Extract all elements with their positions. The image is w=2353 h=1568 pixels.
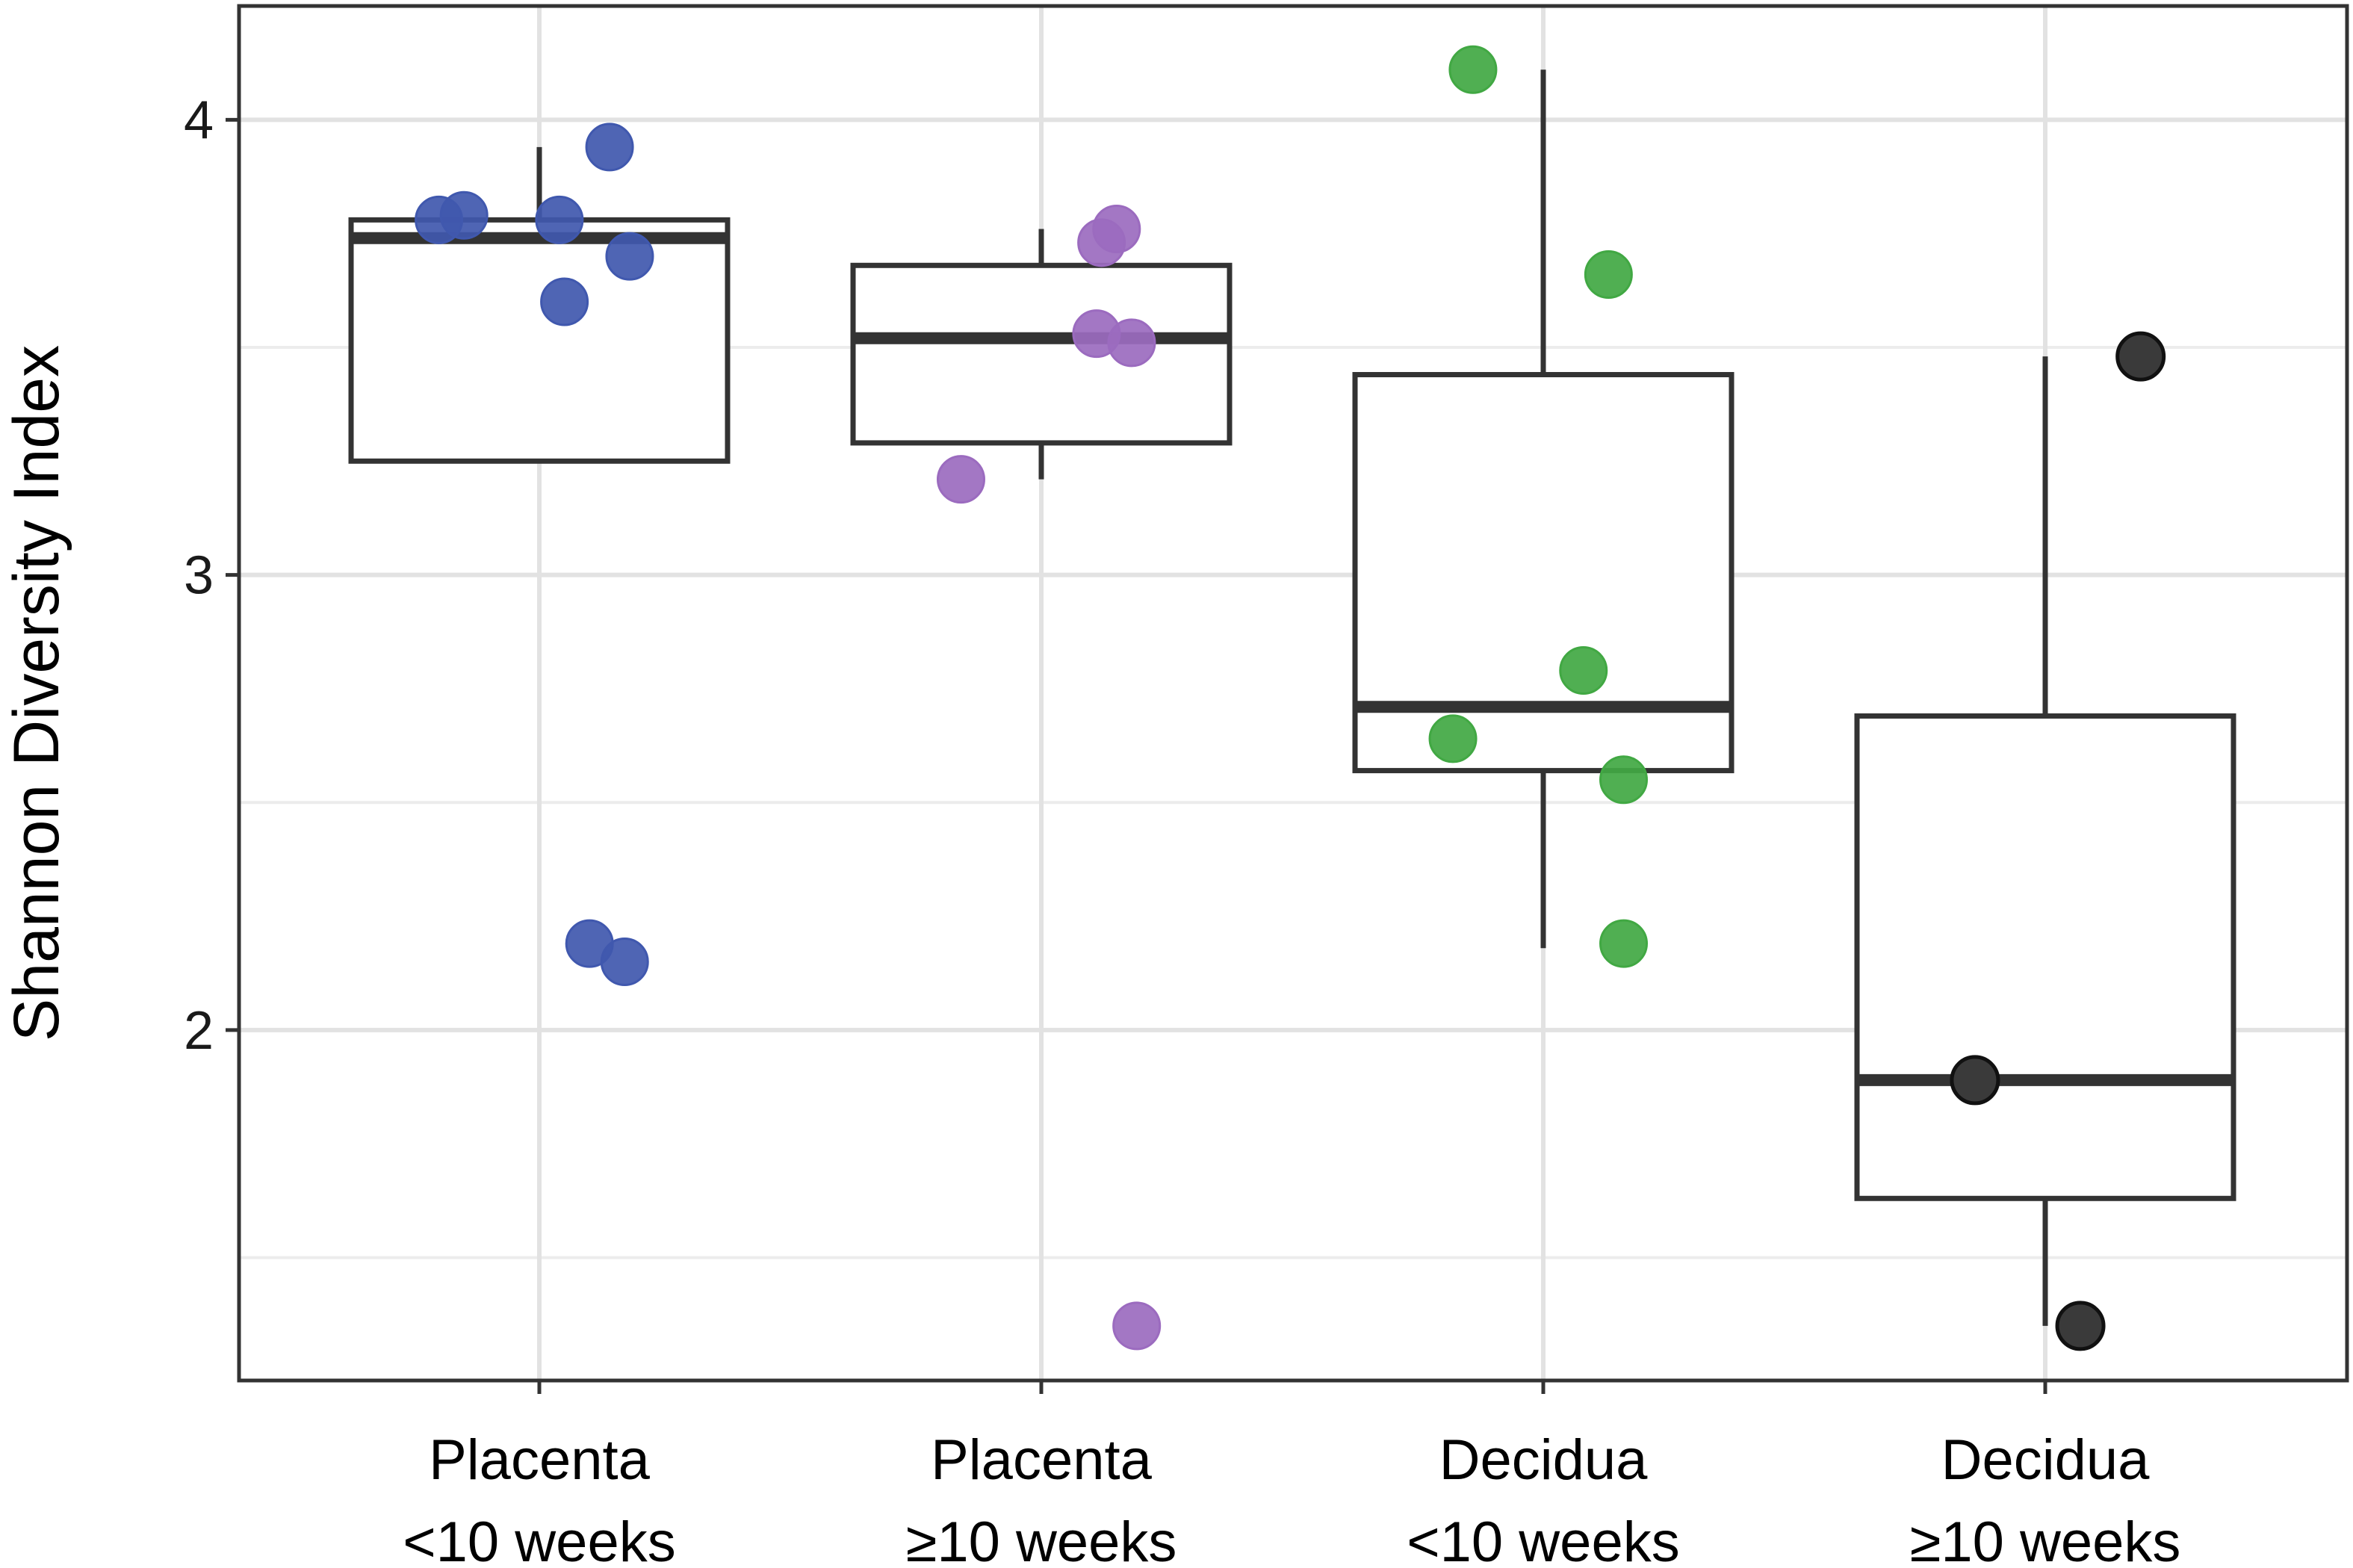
data-point [1599,755,1649,805]
data-point [439,190,489,240]
x-tick-label-line1: Decidua [1941,1428,2151,1492]
data-point [1092,205,1141,254]
data-point [1428,714,1478,763]
x-tick-label-line2: ≥10 weeks [906,1510,1177,1568]
data-point [2055,1301,2106,1351]
data-point [540,277,589,326]
data-point [1584,250,1633,299]
box-iqr [850,262,1233,446]
boxplot-3 [1352,69,1734,949]
boxplot-1 [348,146,731,464]
boxplot-4 [1854,356,2236,1326]
data-point [1599,919,1649,968]
axes: 2 3 4 Placenta <10 weeks Placenta ≥10 weeks Dec… [184,90,2180,1568]
point-series-1 [415,123,654,986]
y-tick-label: 3 [184,546,214,606]
data-point [585,123,634,172]
data-point [936,455,985,504]
point-series-2 [936,205,1162,1351]
point-series-4 [1950,331,2166,1351]
data-points [415,45,2166,1351]
x-tick-label-line1: Placenta [931,1428,1152,1492]
box-iqr [348,217,731,464]
x-tick-label-line1: Decidua [1439,1428,1649,1492]
data-point [605,232,654,281]
x-tick-label-line2: ≥10 weeks [1910,1510,2181,1568]
y-tick-label: 2 [184,1001,214,1061]
data-point [1950,1055,2000,1106]
data-point [1559,646,1608,695]
point-series-3 [1428,45,1649,968]
x-tick-label-line1: Placenta [429,1428,650,1492]
boxplots [348,69,2236,1326]
x-tick-label-line2: <10 weeks [1407,1510,1679,1568]
data-point [1112,1301,1162,1351]
boxplot-2 [850,229,1233,480]
data-point [600,937,649,986]
box-iqr [1854,713,2236,1201]
y-axis-title: Shannon Diversity Index [1,345,72,1041]
data-point [2115,331,2166,382]
data-point [1448,45,1498,94]
data-point [535,195,584,244]
data-point [1107,318,1156,368]
x-tick-label-line2: <10 weeks [403,1510,675,1568]
plot-panel-border [237,4,2349,1383]
y-tick-label: 4 [184,90,214,150]
